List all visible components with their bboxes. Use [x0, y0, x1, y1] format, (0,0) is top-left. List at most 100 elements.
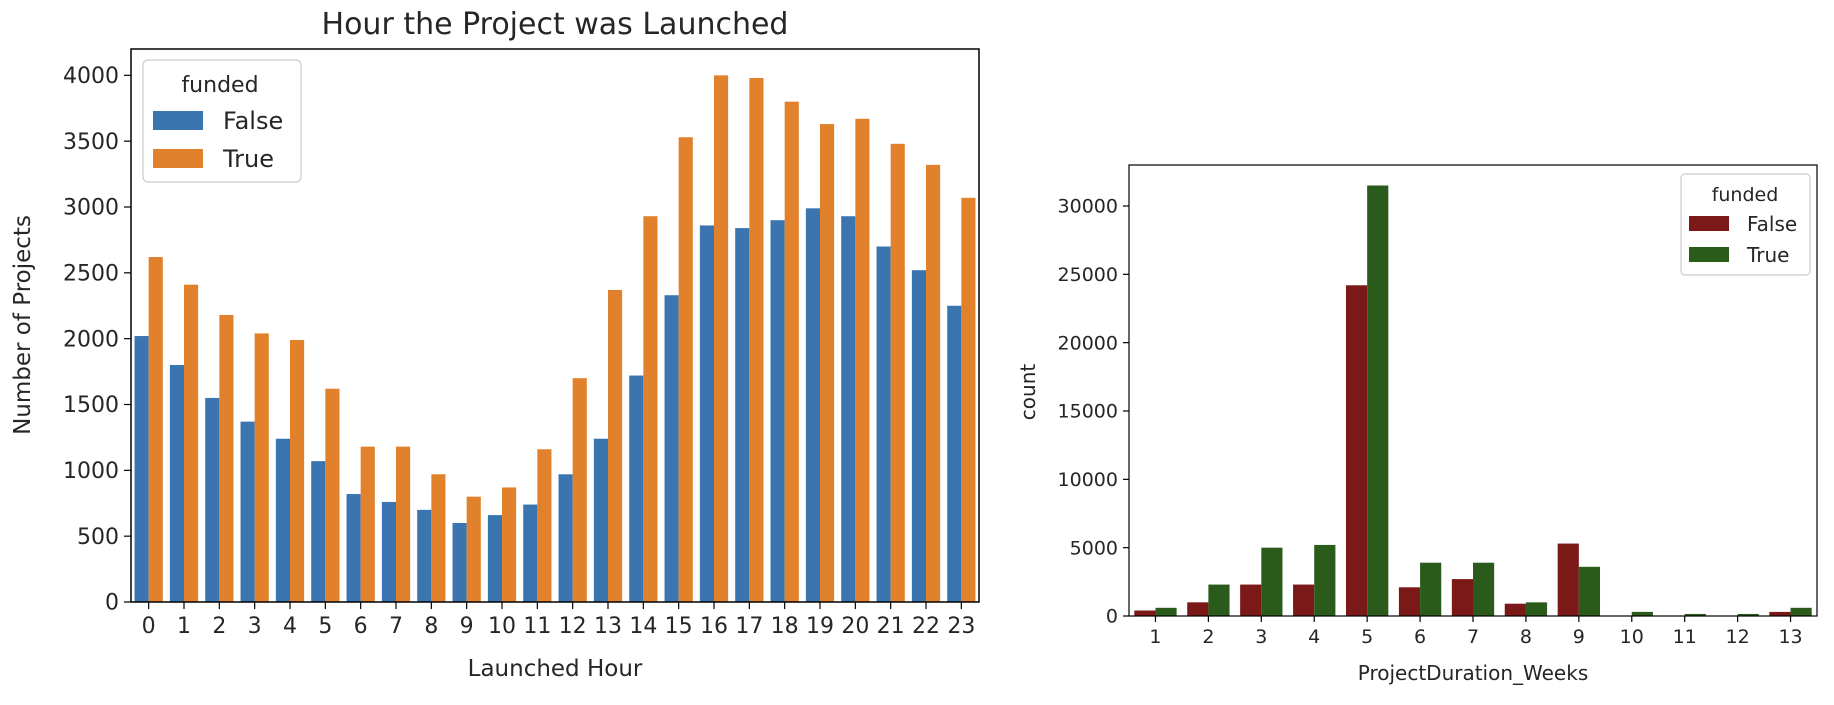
left-x-tick-label: 3: [248, 614, 262, 639]
right-bar-true-8: [1525, 602, 1548, 616]
right-x-tick-label: 12: [1726, 626, 1750, 648]
right-bar-true-4: [1314, 544, 1336, 616]
right-bar-true-6: [1420, 562, 1442, 616]
left-bar-false-12: [558, 474, 573, 602]
left-bar-true-16: [714, 75, 729, 603]
left-bar-false-18: [770, 220, 785, 602]
left-bar-true-6: [360, 446, 375, 602]
right-bar-false-2: [1187, 602, 1209, 616]
right-legend-title: funded: [1712, 184, 1779, 206]
left-x-tick-label: 8: [424, 614, 438, 639]
left-bar-false-3: [240, 421, 255, 602]
left-bar-false-15: [664, 295, 679, 602]
right-bar-false-3: [1240, 584, 1262, 616]
left-y-axis-ticks: 0 500 1000 1500 2000 2500 3000 3500 4000: [63, 64, 131, 616]
left-bar-false-4: [275, 438, 290, 602]
left-bar-false-13: [593, 438, 608, 602]
left-bar-false-21: [876, 246, 891, 602]
left-legend-swatch-true: [153, 149, 203, 168]
right-bar-true-9: [1578, 566, 1601, 616]
right-x-tick-label: 4: [1308, 626, 1320, 648]
left-bar-true-1: [184, 284, 199, 602]
right-bar-true-12: [1737, 613, 1759, 616]
left-bar-false-17: [735, 228, 750, 603]
left-bar-true-3: [254, 333, 269, 602]
right-bar-false-8: [1504, 603, 1526, 616]
right-y-tick-label: 30000: [1058, 196, 1118, 218]
right-y-tick-label: 20000: [1058, 332, 1118, 354]
left-bar-false-19: [805, 208, 820, 603]
left-legend-swatch-false: [153, 111, 203, 130]
left-x-tick-label: 16: [700, 614, 728, 639]
right-y-tick-label: 5000: [1070, 537, 1118, 559]
left-bar-false-23: [947, 305, 962, 602]
right-x-axis-ticks: 1 2 3 4 5 6 7 8 9 10 11 12 13: [1149, 616, 1803, 648]
left-x-tick-label: 12: [559, 614, 587, 639]
right-x-tick-label: 9: [1573, 626, 1585, 648]
left-bar-true-23: [961, 197, 976, 603]
right-x-tick-label: 2: [1202, 626, 1214, 648]
right-bar-true-13: [1790, 607, 1812, 616]
right-x-tick-label: 1: [1149, 626, 1161, 648]
left-bar-true-2: [219, 314, 234, 602]
left-y-tick-label: 2000: [63, 327, 119, 352]
left-bar-false-5: [311, 461, 326, 602]
left-x-tick-label: 7: [389, 614, 403, 639]
right-bar-true-7: [1473, 562, 1495, 616]
left-x-tick-label: 4: [283, 614, 297, 639]
left-bar-true-11: [537, 449, 552, 602]
right-bar-true-11: [1684, 613, 1706, 616]
left-x-tick-label: 15: [665, 614, 693, 639]
right-x-tick-label: 10: [1620, 626, 1644, 648]
right-y-tick-label: 0: [1106, 606, 1118, 628]
right-x-tick-label: 5: [1361, 626, 1373, 648]
left-bar-false-20: [841, 216, 856, 602]
right-x-tick-label: 8: [1520, 626, 1532, 648]
right-legend-label-true: True: [1746, 243, 1789, 267]
right-bar-true-5: [1367, 185, 1389, 616]
left-bar-true-15: [678, 137, 693, 602]
left-plot-frame: [130, 48, 980, 603]
right-bar-true-10: [1631, 611, 1653, 616]
left-bar-true-8: [431, 474, 446, 602]
left-x-tick-label: 2: [212, 614, 226, 639]
left-x-tick-label: 14: [629, 614, 657, 639]
left-x-tick-label: 20: [841, 614, 869, 639]
left-bar-false-10: [487, 515, 502, 602]
left-bar-false-2: [205, 397, 220, 602]
left-x-tick-label: 9: [460, 614, 474, 639]
left-x-axis-label: Launched Hour: [468, 656, 643, 682]
left-bar-false-11: [523, 504, 538, 602]
left-bar-true-20: [855, 118, 870, 603]
left-bar-false-22: [911, 270, 926, 602]
right-bar-false-9: [1557, 543, 1579, 616]
left-bar-true-14: [643, 216, 658, 602]
left-y-tick-label: 0: [105, 591, 119, 616]
left-x-tick-label: 11: [523, 614, 551, 639]
right-bar-false-7: [1451, 579, 1473, 616]
left-y-tick-label: 3000: [63, 196, 119, 221]
right-x-tick-label: 6: [1414, 626, 1426, 648]
left-bar-true-10: [502, 487, 517, 602]
left-y-tick-label: 2500: [63, 262, 119, 287]
left-bar-false-14: [629, 375, 644, 602]
right-bar-false-13: [1769, 611, 1791, 616]
left-legend-title: funded: [181, 73, 258, 98]
left-bar-false-16: [699, 225, 714, 602]
left-bar-true-21: [890, 143, 905, 603]
left-x-tick-label: 18: [771, 614, 799, 639]
right-legend-swatch-false: [1689, 216, 1729, 231]
right-legend-swatch-true: [1689, 247, 1729, 262]
left-bar-true-17: [749, 77, 764, 602]
left-bar-true-4: [290, 339, 305, 602]
left-x-tick-label: 1: [177, 614, 191, 639]
right-y-tick-label: 25000: [1058, 264, 1118, 286]
left-legend: funded False True: [142, 59, 302, 183]
right-bar-false-6: [1398, 587, 1421, 616]
left-x-tick-label: 22: [912, 614, 940, 639]
right-legend-label-false: False: [1747, 212, 1797, 236]
left-y-tick-label: 1000: [63, 459, 119, 484]
left-x-tick-label: 13: [594, 614, 622, 639]
left-y-axis-label: Number of Projects: [10, 215, 36, 435]
